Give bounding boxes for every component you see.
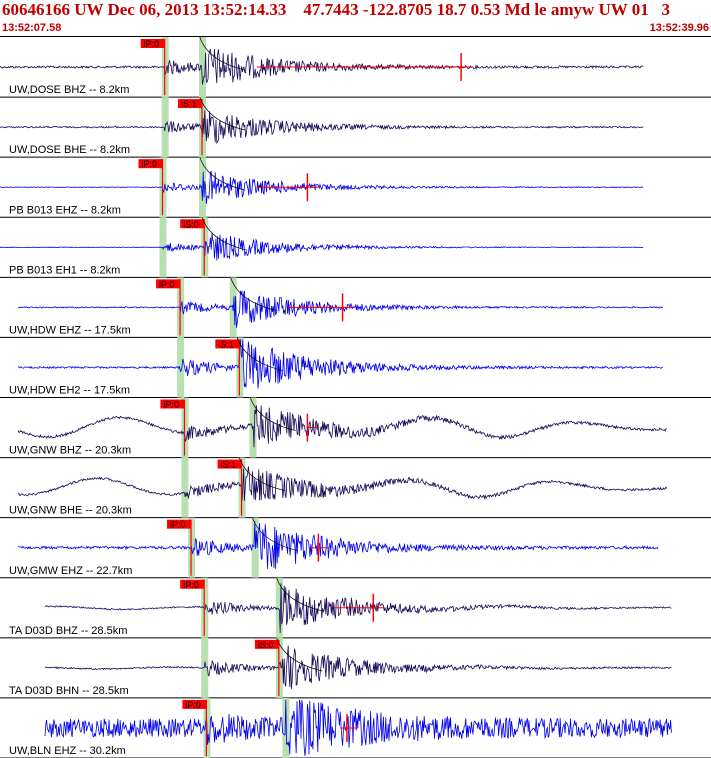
- synthetic-arrival: [276, 577, 323, 612]
- s-pick-band: [275, 577, 283, 638]
- pick-flag[interactable]: [160, 399, 185, 409]
- channel-label: TA D03D BHZ -- 28.5km: [9, 625, 127, 637]
- synthetic-arrival: [230, 277, 277, 311]
- waveform-trace: [0, 232, 644, 261]
- synthetic-arrival: [201, 217, 248, 251]
- trace-row[interactable]: iS:1 UW,GNW BHE -- 20.3km: [0, 457, 711, 519]
- trace-row[interactable]: iS:1 UW,HDW EH2 -- 17.5km: [0, 337, 711, 398]
- trace-row[interactable]: iP:0 UW,GNW BHZ -- 20.3km: [0, 397, 711, 459]
- synthetic-arrival: [199, 157, 246, 191]
- waveform-trace: [17, 466, 668, 501]
- synthetic-arrival: [199, 37, 246, 71]
- channel-label: UW,DOSE BHE -- 8.2km: [9, 144, 130, 156]
- trace-row[interactable]: iP:0 UW,DOSE BHZ -- 8.2km: [0, 37, 711, 98]
- pick-flag[interactable]: [167, 519, 192, 529]
- channel-label: UW,BLN EHZ -- 30.2km: [9, 745, 126, 757]
- waveform-trace: [44, 583, 672, 633]
- pick-flag[interactable]: [140, 39, 165, 48]
- event-title: 60646166 UW Dec 06, 2013 13:52:14.33 47.…: [2, 0, 670, 19]
- trace-row[interactable]: iS:0 TA D03D BHN -- 28.5km: [0, 637, 711, 699]
- trace-row[interactable]: iP:0 TA D03D BHZ -- 28.5km: [0, 577, 711, 639]
- pick-flag[interactable]: [215, 339, 240, 349]
- pick-label: iP:0: [170, 520, 186, 530]
- channel-label: TA D03D BHN -- 28.5km: [9, 685, 129, 697]
- channel-label: UW,HDW EHZ -- 17.5km: [9, 324, 131, 336]
- pick-label: iP:0: [183, 580, 199, 590]
- pick-flag[interactable]: [180, 219, 205, 229]
- pick-label: iP:0: [144, 39, 160, 49]
- waveform-trace: [0, 171, 644, 204]
- pick-label: iP:0: [163, 400, 179, 410]
- s-pick-band: [199, 37, 207, 98]
- channel-label: PB B013 EHZ -- 8.2km: [9, 204, 121, 216]
- pick-flag[interactable]: [180, 579, 205, 589]
- trace-row[interactable]: iP:0 UW,GMW EHZ -- 22.7km: [0, 517, 711, 579]
- pick-flag[interactable]: [138, 159, 163, 169]
- seismogram-panel[interactable]: iP:0 UW,DOSE BHZ -- 8.2km iS:1 UW,DOSE BHE …: [0, 37, 711, 758]
- waveform-trace: [0, 110, 644, 145]
- pick-flag[interactable]: [217, 459, 242, 469]
- pick-flag[interactable]: [156, 279, 181, 289]
- waveform-trace: [17, 405, 667, 448]
- waveform-trace: [44, 645, 672, 690]
- start-time: 13:52:07.58: [2, 22, 62, 34]
- synthetic-arrival: [252, 517, 298, 552]
- pick-label: iP:0: [141, 159, 157, 169]
- trace-row[interactable]: iP:0 UW,HDW EHZ -- 17.5km: [0, 277, 711, 338]
- channel-label: UW,HDW EH2 -- 17.5km: [9, 385, 130, 397]
- pick-flag[interactable]: [182, 699, 207, 709]
- channel-label: PB B013 EH1 -- 8.2km: [9, 264, 120, 276]
- pick-label: iS:1: [221, 460, 237, 470]
- channel-label: UW,GMW EHZ -- 22.7km: [9, 565, 132, 577]
- channel-label: UW,DOSE BHZ -- 8.2km: [9, 84, 129, 96]
- pick-label: iP:0: [185, 700, 201, 710]
- trace-row[interactable]: iS:1 UW,DOSE BHE -- 8.2km: [0, 96, 711, 158]
- pick-label: iS:0: [183, 219, 199, 229]
- waveform-trace: [44, 699, 672, 757]
- trace-row[interactable]: iS:0 PB B013 EH1 -- 8.2km: [0, 217, 711, 278]
- pick-label: iS:1: [181, 99, 197, 109]
- waveform-trace: [0, 48, 644, 85]
- pick-flag[interactable]: [254, 639, 279, 649]
- trace-row[interactable]: iP:0 PB B013 EHZ -- 8.2km: [0, 157, 711, 218]
- pick-label: iP:0: [159, 279, 175, 289]
- end-time: 13:52:39.96: [649, 22, 709, 34]
- trace-row[interactable]: iP:0 UW,BLN EHZ -- 30.2km: [0, 697, 711, 758]
- pick-label: iS:0: [258, 640, 274, 650]
- synthetic-arrival: [249, 397, 296, 431]
- channel-label: UW,GNW BHE -- 20.3km: [9, 505, 132, 517]
- event-header: 60646166 UW Dec 06, 2013 13:52:14.33 47.…: [0, 0, 711, 37]
- waveform-trace: [17, 290, 664, 328]
- p-pick-band: [177, 337, 185, 398]
- waveform-trace: [17, 521, 659, 569]
- p-pick-band: [201, 637, 209, 698]
- channel-label: UW,GNW BHZ -- 20.3km: [9, 445, 131, 457]
- pick-flag[interactable]: [178, 99, 203, 109]
- synthetic-arrival: [239, 457, 285, 491]
- synthetic-arrival: [236, 337, 283, 371]
- pick-label: iS:1: [218, 339, 234, 349]
- p-pick-band: [159, 217, 167, 278]
- p-pick-band: [181, 457, 189, 518]
- waveform-trace: [17, 339, 663, 389]
- synthetic-arrival: [199, 96, 246, 131]
- synthetic-arrival: [276, 637, 323, 672]
